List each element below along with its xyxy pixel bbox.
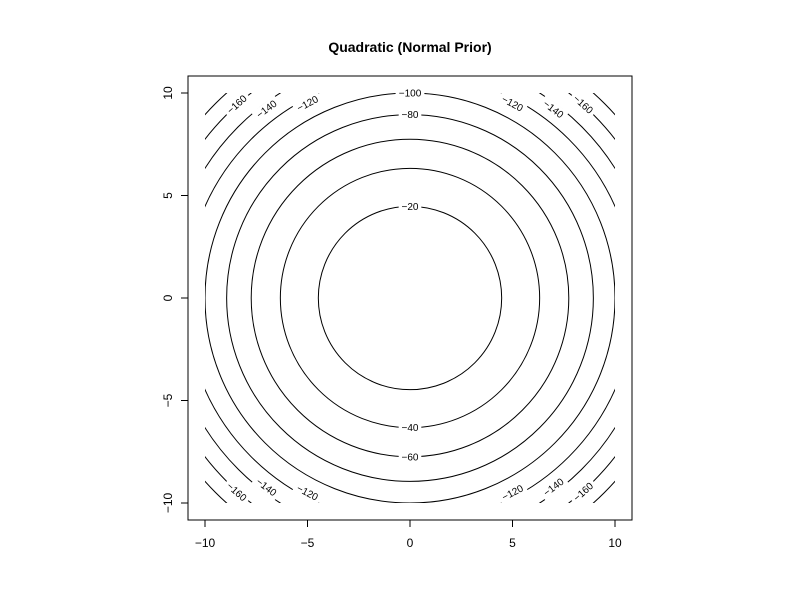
contour-label-gap (251, 473, 282, 501)
contour-label-gap (395, 87, 425, 99)
contour-label-text: −100 (399, 89, 422, 100)
contour-label-gap (398, 421, 422, 434)
contour-label: −80 (398, 108, 422, 121)
contour-label: −100 (395, 87, 425, 100)
contour-line (205, 93, 615, 503)
x-tick-label: 10 (608, 536, 622, 550)
y-tick-label: 0 (161, 294, 175, 301)
y-tick-label: 5 (161, 192, 175, 199)
contour-label-text: −40 (402, 423, 419, 434)
contour-label: −160 (568, 477, 598, 506)
contour-label: −120 (291, 480, 324, 505)
x-axis: −10 −5 0 5 10 (195, 519, 622, 550)
contour-label: −20 (398, 200, 422, 213)
y-tick-label: −5 (161, 393, 175, 407)
contour-label-gap (568, 477, 598, 506)
contour-label-text: −60 (402, 452, 419, 463)
y-tick-label: 10 (161, 86, 175, 100)
x-tick-label: 5 (509, 536, 516, 550)
contour-label-text: −20 (402, 202, 419, 213)
contour-label: −140 (538, 95, 569, 123)
x-tick-label: −10 (195, 536, 216, 550)
contour-label-gap (291, 91, 324, 116)
contour-line (250, 138, 570, 458)
contour-label-text: −80 (402, 110, 419, 121)
y-axis: −10 −5 0 5 10 (161, 86, 189, 513)
contour-label-gap (398, 450, 422, 463)
contour-labels: −20−40−60−80−100−120−140−160 −120 −140 −160… (222, 87, 598, 506)
contour-label: −40 (398, 421, 422, 434)
contour-label: −140 (538, 473, 569, 501)
contour-label: −160 (222, 477, 252, 506)
x-tick-label: −5 (301, 536, 315, 550)
contour-label-gap (538, 95, 569, 123)
contour-label: −60 (398, 450, 422, 463)
contour-label-gap (496, 480, 529, 505)
contour-label-gap (538, 473, 569, 501)
contour-label-gap (496, 91, 529, 116)
contour-label-gap (398, 200, 422, 213)
contour-label: −140 (251, 473, 282, 501)
contour-line (205, 93, 615, 503)
contour-label: −120 (496, 480, 529, 505)
chart-title: Quadratic (Normal Prior) (328, 39, 491, 55)
contour-label-gap (568, 90, 598, 119)
y-tick-label: −10 (161, 492, 175, 513)
contour-label-gap (251, 95, 282, 123)
contour-line (205, 93, 615, 503)
contour-label: −120 (496, 91, 529, 116)
contour-lines (205, 93, 615, 503)
contour-line (317, 205, 503, 391)
contour-label-gap (398, 108, 422, 121)
x-tick-label: 0 (407, 536, 414, 550)
contour-label-gap (222, 477, 252, 506)
contour-label-gap (291, 480, 324, 505)
contour-label: −120 (291, 91, 324, 116)
contour-label-gap (222, 90, 252, 119)
contour-label: −140 (251, 95, 282, 123)
